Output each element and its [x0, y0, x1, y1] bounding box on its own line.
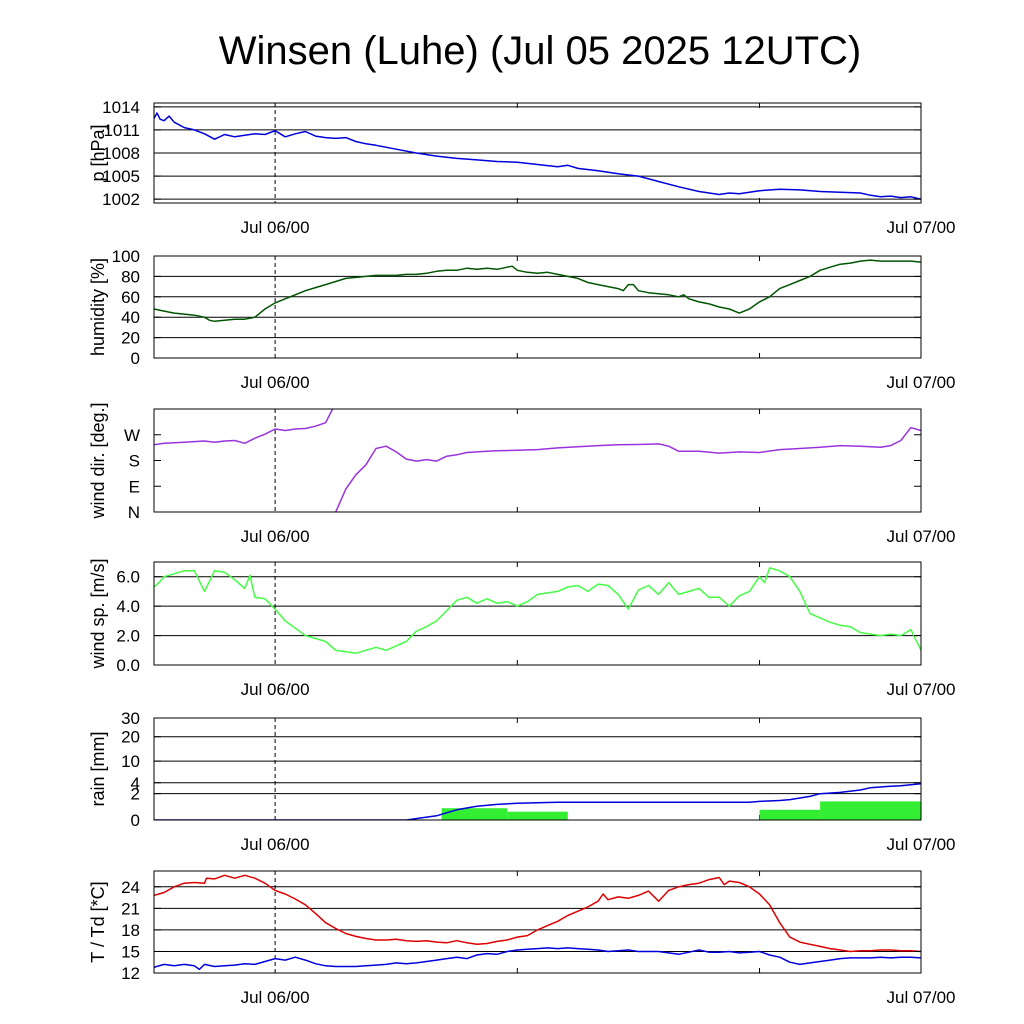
x-tick-label: Jul 07/00	[887, 988, 956, 1007]
y-tick-label: 1005	[102, 167, 140, 186]
rain-bar	[759, 809, 821, 820]
rain-bar	[507, 811, 568, 820]
y-axis-label: humidity [%]	[88, 258, 108, 356]
plot-frame	[153, 717, 922, 821]
plot-frame	[153, 870, 922, 974]
series-line-humidity	[154, 259, 921, 323]
y-tick-label: 30	[121, 709, 140, 728]
y-tick-label: 15	[121, 942, 140, 961]
rain-bar	[820, 801, 921, 820]
y-tick-label: W	[124, 426, 140, 445]
x-tick-label: Jul 07/00	[887, 373, 956, 392]
y-tick-label: 0	[131, 349, 140, 368]
y-tick-label: 1002	[102, 190, 140, 209]
x-tick-label: Jul 07/00	[887, 680, 956, 699]
y-tick-label: S	[129, 452, 140, 471]
y-tick-label: 2.0	[116, 627, 140, 646]
y-tick-label: 10	[121, 752, 140, 771]
plot-frame	[153, 408, 922, 513]
y-tick-label: 4.0	[116, 597, 140, 616]
chart-title: Winsen (Luhe) (Jul 05 2025 12UTC)	[219, 29, 862, 73]
rain-bar	[441, 808, 508, 820]
y-tick-label: 1008	[102, 144, 140, 163]
y-tick-label: 12	[121, 964, 140, 983]
y-axis-label: p [hPa]	[88, 124, 108, 181]
x-tick-label: Jul 06/00	[241, 527, 310, 546]
x-tick-label: Jul 06/00	[241, 373, 310, 392]
y-axis-label: T / Td [*C]	[88, 881, 108, 962]
y-tick-label: 1014	[102, 98, 140, 117]
y-tick-label: 0	[131, 811, 140, 830]
plot-frame	[153, 255, 922, 359]
series-line-wind_speed	[154, 567, 921, 654]
y-tick-label: 1011	[103, 121, 140, 140]
plot-frame	[153, 561, 922, 666]
y-tick-label: 20	[121, 329, 140, 348]
y-tick-label: 60	[121, 288, 140, 307]
x-tick-label: Jul 07/00	[887, 835, 956, 854]
y-tick-label: 4	[131, 774, 140, 793]
x-tick-label: Jul 06/00	[241, 988, 310, 1007]
panel-pressure: 1002 1005 1008 1011 1014 p [hPa] Jul 06/00 Jul …	[88, 98, 956, 237]
series-line-wind_dir	[335, 426, 921, 512]
y-tick-label: 0.0	[116, 656, 140, 675]
x-tick-label: Jul 06/00	[241, 680, 310, 699]
y-tick-label: 18	[121, 921, 140, 940]
series-line-pressure	[154, 112, 921, 200]
y-tick-label: E	[129, 477, 140, 496]
panel-wind_speed: 0.0 2.0 4.0 6.0 wind sp. [m/s] Jul 06/00 Jul 0…	[88, 558, 956, 699]
x-tick-label: Jul 06/00	[241, 218, 310, 237]
series-line-rain_total	[154, 782, 921, 820]
y-tick-label: 100	[112, 247, 140, 266]
panel-temperature: 12 15 18 21 24 T / Td [*C] Jul 06/00 Jul 07/00	[88, 870, 956, 1007]
x-tick-label: Jul 06/00	[241, 835, 310, 854]
y-tick-label: 6.0	[116, 568, 140, 587]
series-line-temperature	[154, 874, 921, 953]
y-tick-label: 20	[121, 728, 140, 747]
y-axis-label: wind dir. [deg.]	[88, 402, 108, 519]
y-tick-label: 2	[131, 785, 140, 804]
x-tick-label: Jul 07/00	[887, 218, 956, 237]
y-axis-label: rain [mm]	[88, 731, 108, 806]
y-tick-label: N	[128, 503, 140, 522]
y-tick-label: 21	[121, 899, 140, 918]
y-axis-label: wind sp. [m/s]	[88, 558, 108, 669]
series-line-dewpoint	[154, 947, 921, 971]
y-tick-label: 24	[121, 878, 140, 897]
x-tick-label: Jul 07/00	[887, 527, 956, 546]
series-line-wind_dir	[154, 409, 334, 446]
y-tick-label: 40	[121, 308, 140, 327]
y-tick-label: 80	[121, 267, 140, 286]
